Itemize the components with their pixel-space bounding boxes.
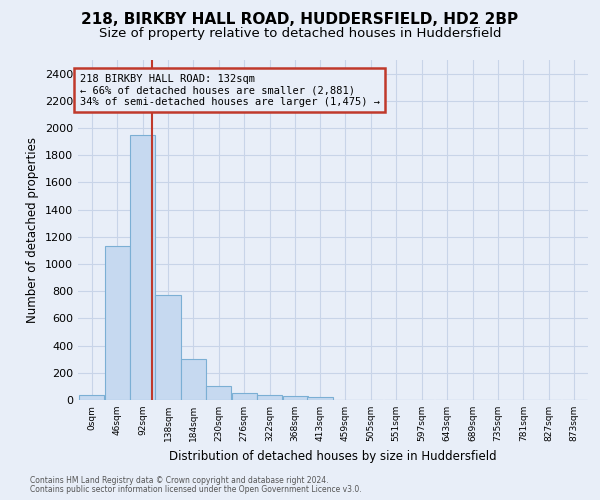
Text: Contains HM Land Registry data © Crown copyright and database right 2024.: Contains HM Land Registry data © Crown c… (30, 476, 329, 485)
Bar (181, 359, 206, 400)
Text: Contains public sector information licensed under the Open Government Licence v3: Contains public sector information licen… (30, 484, 362, 494)
Bar (79, 394, 104, 400)
Bar (257, 394, 283, 400)
Text: 218, BIRKBY HALL ROAD, HUDDERSFIELD, HD2 2BP: 218, BIRKBY HALL ROAD, HUDDERSFIELD, HD2… (82, 12, 518, 28)
Y-axis label: Number of detached properties: Number of detached properties (26, 137, 40, 323)
Bar (283, 396, 308, 400)
Bar (232, 393, 257, 400)
Bar (104, 246, 130, 400)
Text: Size of property relative to detached houses in Huddersfield: Size of property relative to detached ho… (99, 28, 501, 40)
Bar (130, 135, 155, 400)
X-axis label: Distribution of detached houses by size in Huddersfield: Distribution of detached houses by size … (169, 450, 497, 462)
Bar (155, 296, 181, 400)
Bar (206, 386, 232, 400)
Text: 218 BIRKBY HALL ROAD: 132sqm
← 66% of detached houses are smaller (2,881)
34% of: 218 BIRKBY HALL ROAD: 132sqm ← 66% of de… (80, 74, 380, 107)
Bar (307, 398, 332, 400)
